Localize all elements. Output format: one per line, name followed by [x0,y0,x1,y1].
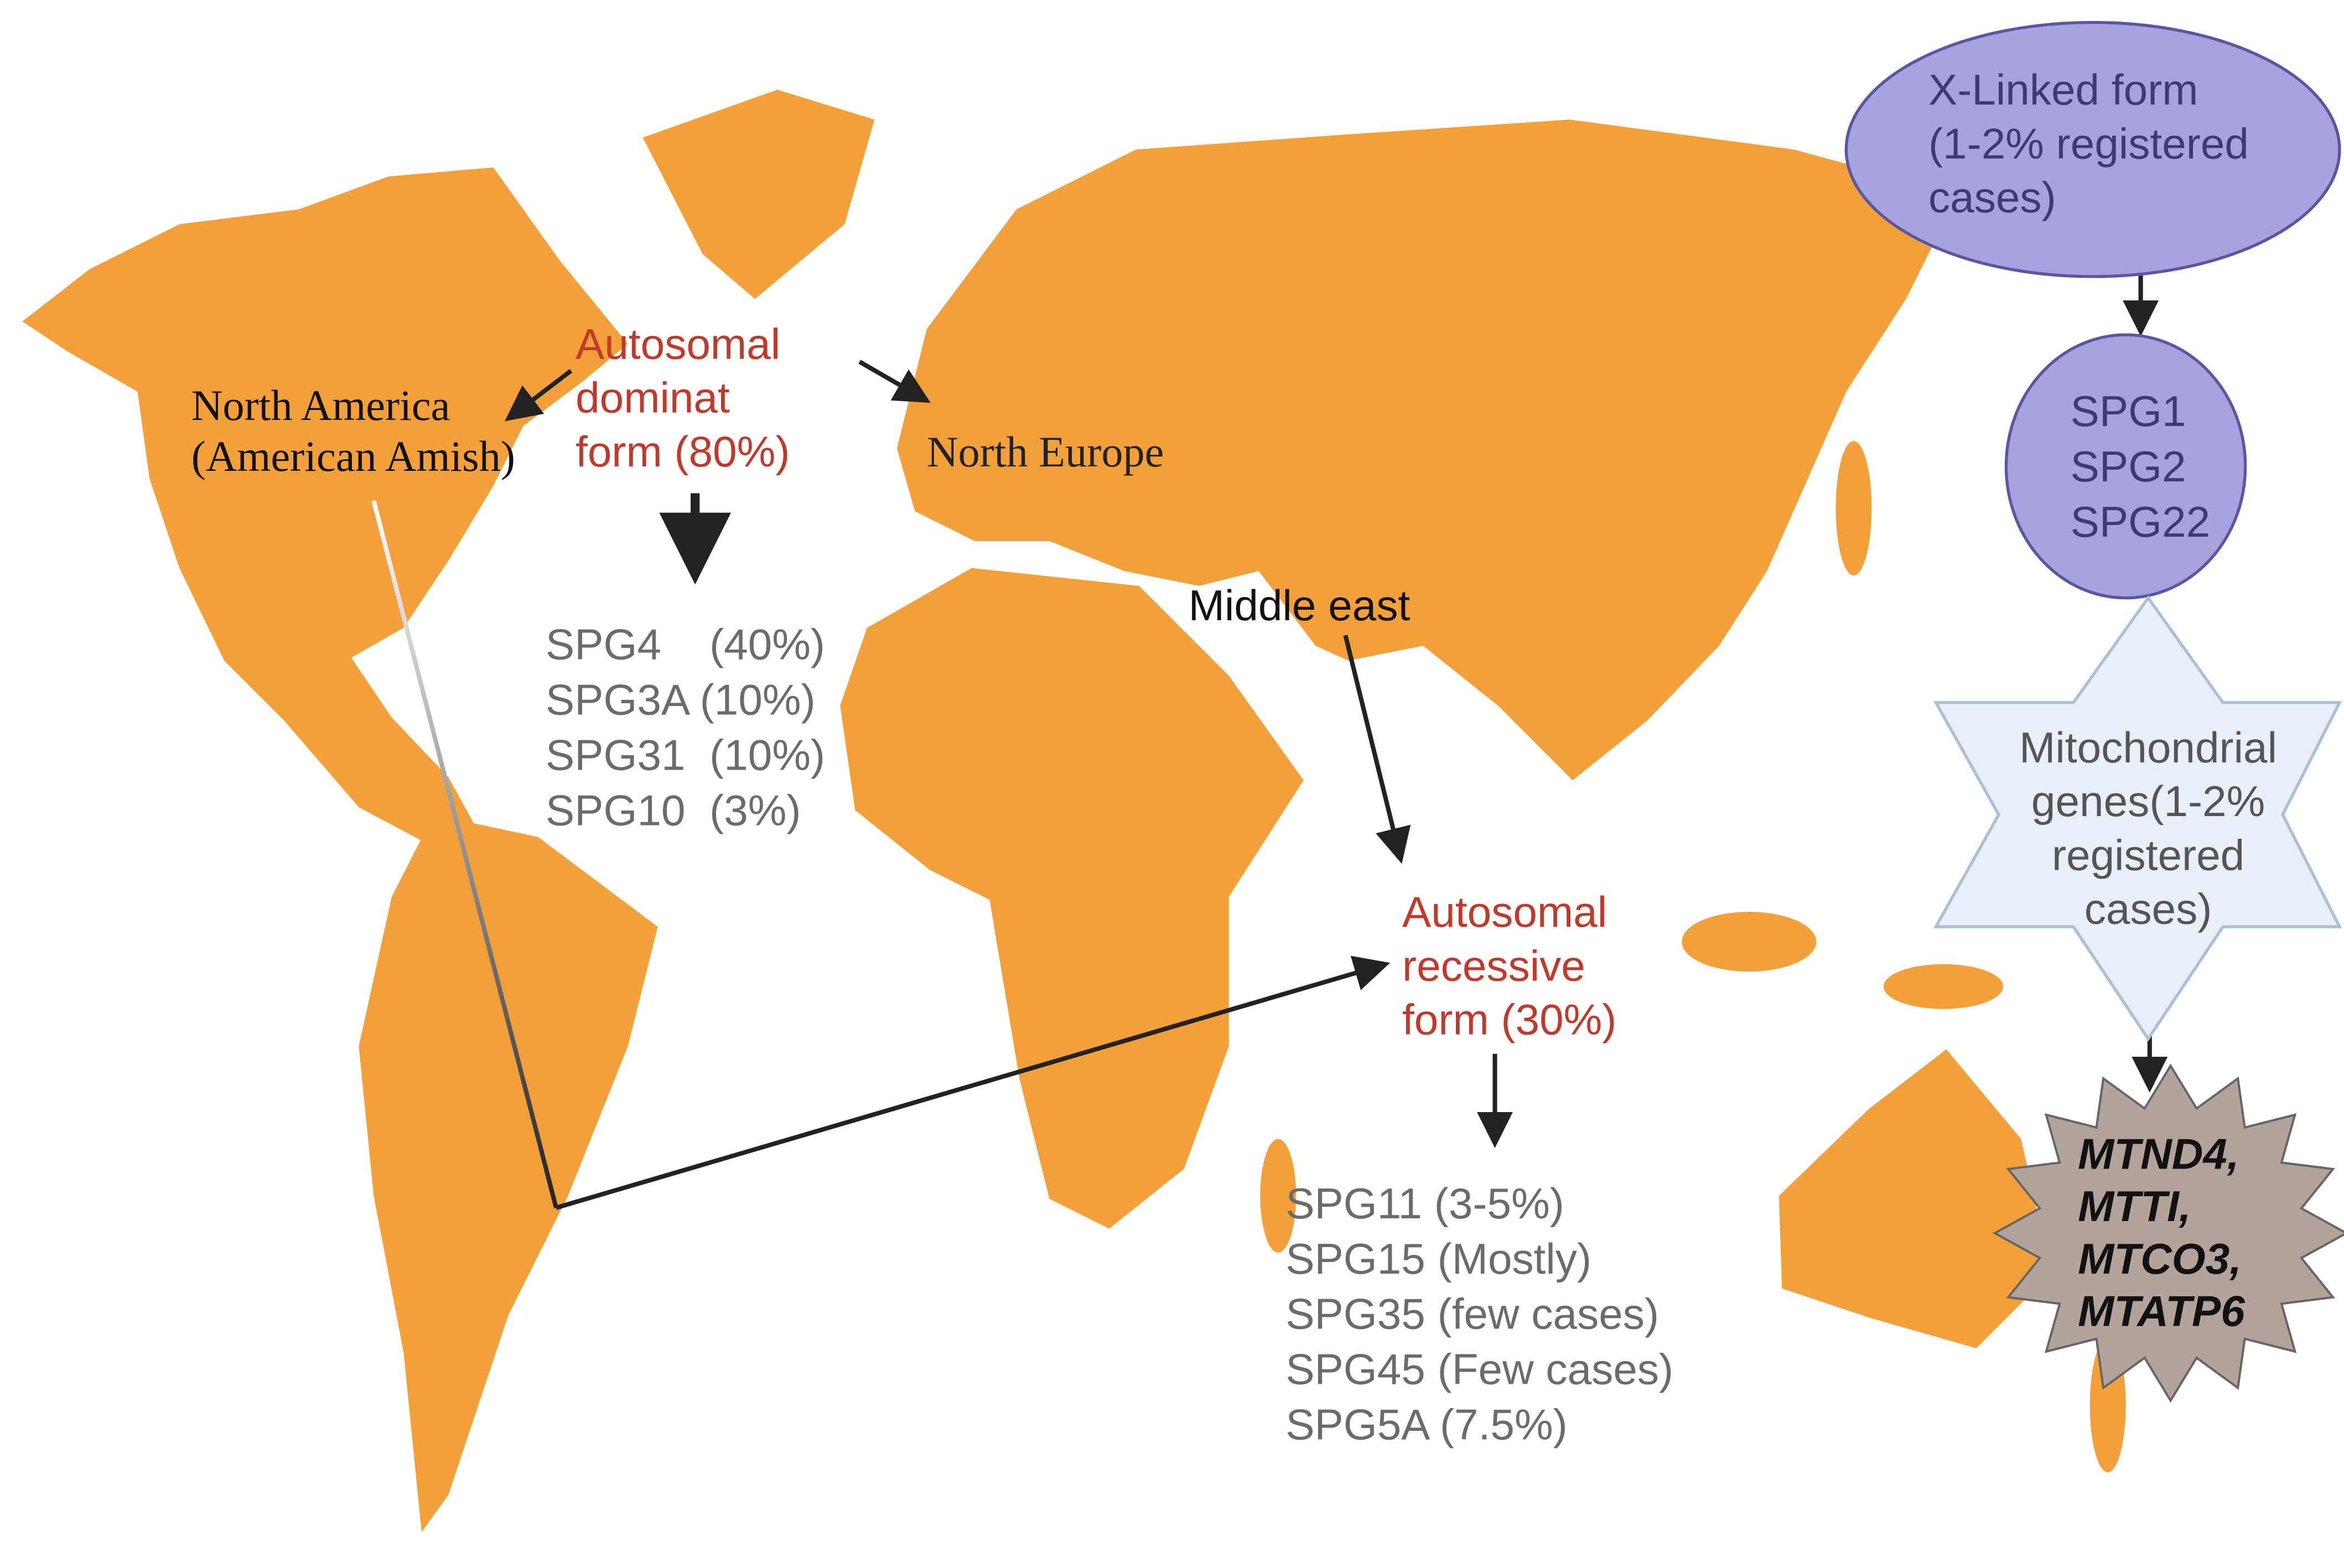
form-title: recessive [1402,941,1585,990]
gene-label: SPG45 (Few cases) [1285,1345,1673,1394]
gene-label: SPG1 [2071,387,2186,435]
africa [840,568,1304,1229]
indonesia [1682,911,1817,972]
gene-label: SPG3A (10%) [546,675,816,724]
x-linked-shape [1844,20,2341,278]
region-label: North America [191,381,450,429]
greenland [642,90,875,299]
gene-label: MTTI, [2078,1182,2191,1230]
japan [1835,440,1872,576]
new-guinea [1883,964,2004,1009]
form-title: form (80%) [575,427,790,476]
form-title: form (30%) [1402,995,1616,1044]
gene-label: MTATP6 [2078,1286,2245,1335]
region-label: Middle east [1189,581,1410,630]
gene-label: SPG31 (10%) [546,730,825,779]
eurasia [896,120,1959,781]
region-label: North Europe [927,428,1164,476]
form-title: genes(1-2% [2031,777,2265,825]
world-map [22,90,2126,1533]
north-america [22,167,628,855]
form-title: Mitochondrial [2019,723,2277,772]
mitochondrial-shape [1933,595,2342,1042]
gene-label: SPG15 (Mostly) [1285,1234,1591,1283]
arrow [505,368,573,422]
form-title: (1-2% registered [1928,119,2249,168]
madagascar [1260,1139,1297,1253]
form-title: Autosomal [575,319,780,368]
arrow [1343,635,1411,864]
connectors [371,269,2168,1210]
australia [1778,1049,2051,1348]
gene-label: SPG4 (40%) [546,620,825,668]
x-linked-genes-shape [2004,333,2247,600]
gene-label: SPG11 (3-5%) [1285,1179,1564,1228]
gene-label: SPG2 [2071,442,2186,491]
gene-label: SPG10 (3%) [546,786,801,834]
form-title: Autosomal [1402,887,1607,936]
gene-label: SPG35 (few cases) [1285,1290,1659,1338]
gene-label: SPG5A (7.5%) [1285,1400,1567,1449]
form-title: X-Linked form [1928,65,2198,114]
form-title: cases) [1928,173,2056,222]
arrow [555,956,1391,1210]
form-title: cases) [2084,885,2212,933]
gene-label: MTCO3, [2078,1234,2242,1283]
south-america [359,814,658,1533]
connector [371,500,558,1208]
arrow [858,360,931,403]
form-title: dominat [575,373,730,422]
region-label: (American Amish) [191,432,515,480]
form-title: registered [2052,830,2244,879]
mitochondrial-genes-shape [1992,1063,2344,1403]
gene-label: MTND4, [2078,1130,2239,1178]
gene-label: SPG22 [2071,497,2211,546]
